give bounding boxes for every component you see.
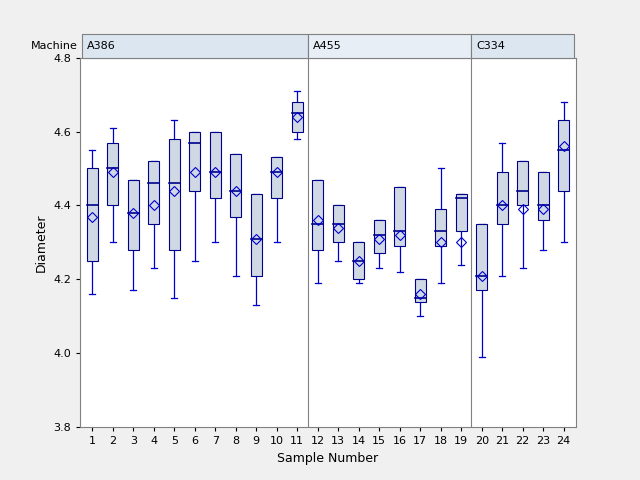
Bar <box>82 34 307 58</box>
Bar <box>538 172 549 220</box>
Bar <box>472 34 574 58</box>
Text: A386: A386 <box>87 41 116 50</box>
Bar <box>476 224 487 290</box>
Bar <box>415 279 426 301</box>
Bar <box>251 194 262 276</box>
Bar <box>107 143 118 205</box>
Bar <box>517 161 529 205</box>
Bar <box>312 180 323 250</box>
Text: Machine: Machine <box>31 41 77 50</box>
Bar <box>189 132 200 191</box>
Bar <box>558 120 570 191</box>
Bar <box>169 139 180 250</box>
Bar <box>86 168 98 261</box>
Bar <box>230 154 241 216</box>
Bar <box>307 34 472 58</box>
Bar <box>456 194 467 231</box>
Bar <box>127 180 139 250</box>
Y-axis label: Diameter: Diameter <box>35 213 47 272</box>
Bar <box>353 242 364 279</box>
Bar <box>210 132 221 198</box>
Text: A455: A455 <box>312 41 341 50</box>
Title: Box Plot for Diameter Grouped By Machine: Box Plot for Diameter Grouped By Machine <box>144 37 512 52</box>
Bar <box>394 187 405 246</box>
Bar <box>271 157 282 198</box>
Bar <box>292 102 303 132</box>
Bar <box>374 220 385 253</box>
X-axis label: Sample Number: Sample Number <box>277 452 379 465</box>
Bar <box>435 209 446 246</box>
Text: C334: C334 <box>476 41 506 50</box>
Bar <box>333 205 344 242</box>
Bar <box>148 161 159 224</box>
Bar <box>497 172 508 224</box>
